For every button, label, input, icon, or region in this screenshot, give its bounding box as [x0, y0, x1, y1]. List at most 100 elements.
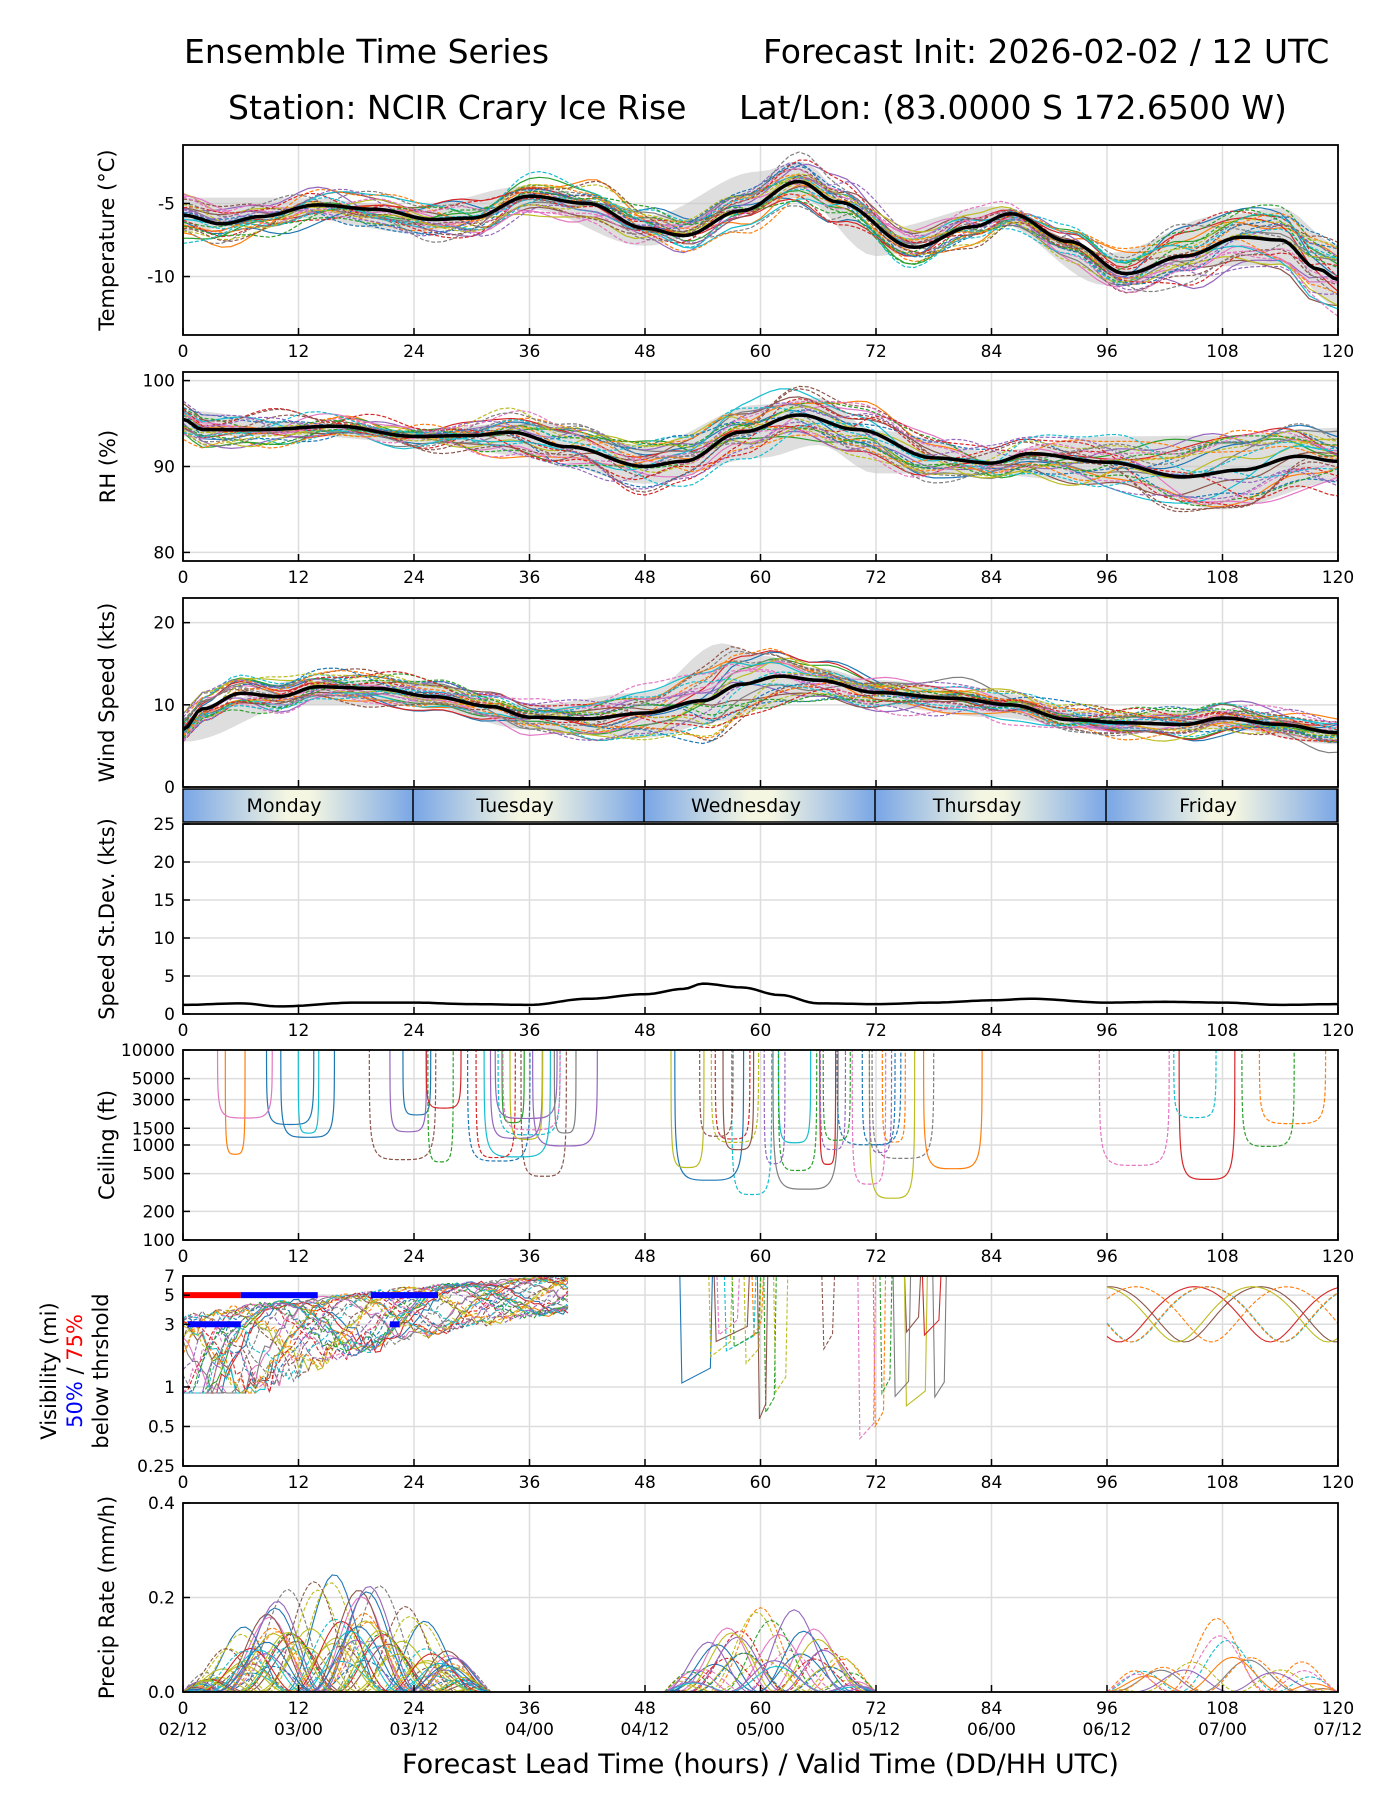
sd-ytick-label: 5: [164, 967, 175, 987]
wind-member-line: [183, 651, 1338, 742]
ceil-ytick-label: 5000: [132, 1070, 175, 1090]
wind-member-line: [183, 667, 1338, 745]
wind-member-line: [183, 675, 1338, 741]
valid-time-label: 04/12: [621, 1720, 670, 1740]
ceiling-member-line: [819, 1050, 847, 1151]
temp-member-line: [183, 189, 1338, 295]
visibility-member-line: [183, 1278, 569, 1395]
vis-xtick-label: 72: [865, 1473, 887, 1493]
visibility-member-line: [183, 1276, 569, 1394]
precip-ytick-label: 0.0: [148, 1683, 175, 1703]
ceiling-member-line: [868, 1050, 893, 1154]
wind-member-line: [183, 678, 1338, 734]
visibility-axis-label: Visibility (mi): [37, 1302, 61, 1439]
wind-ytick-label: 10: [153, 696, 175, 716]
visibility-member-line: [679, 1276, 713, 1384]
vis-xtick-label: 0: [178, 1473, 189, 1493]
visibility-member-line: [1107, 1286, 1338, 1343]
panel-rh: 80 90 100 0 12 24 36 48 60 72 84 96 108 120 RH (%): [96, 371, 1354, 588]
day-label-monday: Monday: [247, 795, 322, 817]
rh-member-line: [183, 411, 1338, 488]
sd-xtick-label: 84: [981, 1021, 1003, 1041]
wind-plot-area: [183, 643, 1338, 754]
temp-ensemble-mean-line: [183, 179, 1338, 282]
temp-member-line: [183, 168, 1338, 294]
visibility-member-line: [713, 1276, 750, 1343]
precip-member-line: [663, 1606, 877, 1692]
day-bar-frame: [182, 788, 1339, 823]
precip-member-line: [183, 1582, 492, 1692]
ceil-xtick-label: 96: [1096, 1247, 1118, 1267]
valid-time-label: 06/12: [1083, 1720, 1132, 1740]
ceil-xtick-label: 72: [865, 1247, 887, 1267]
valid-time-label: 07/00: [1198, 1720, 1247, 1740]
temp-xtick-label: 0: [178, 342, 189, 362]
valid-time-label: 02/12: [159, 1720, 208, 1740]
precip-member-line: [183, 1659, 492, 1692]
ceiling-member-line: [467, 1050, 531, 1162]
ceiling-member-line: [501, 1050, 525, 1124]
ceiling-member-line: [475, 1050, 516, 1159]
precip-member-line: [664, 1657, 876, 1692]
visibility-member-line: [183, 1277, 569, 1378]
vis-ytick-label: 7: [164, 1267, 175, 1287]
figure-title: Ensemble Time Series: [184, 32, 550, 71]
ceiling-member-line: [483, 1050, 551, 1158]
vis-xtick-label: 48: [634, 1473, 656, 1493]
rh-member-line: [183, 400, 1338, 508]
precip-member-line: [1106, 1635, 1338, 1692]
visibility-member-line: [183, 1280, 569, 1394]
sd-plot-area: [183, 982, 1338, 1008]
temp-member-line: [183, 174, 1338, 280]
vis-ytick-label: 5: [164, 1286, 175, 1306]
precip-ytick-label: 0.2: [148, 1589, 175, 1609]
visibility-member-line: [183, 1276, 569, 1381]
wind-member-line: [183, 660, 1338, 743]
panel-wind: 0 10 20 Wind Speed (kts): [95, 597, 1339, 798]
valid-time-label: 05/00: [736, 1720, 785, 1740]
precip-member-line: [664, 1659, 877, 1692]
sd-xtick-label: 120: [1322, 1021, 1354, 1041]
ceiling-member-line: [297, 1050, 320, 1134]
precip-ytick-label: 0.4: [148, 1494, 175, 1514]
ceil-xtick-label: 84: [981, 1247, 1003, 1267]
precip-xtick-label: 0: [178, 1699, 189, 1719]
sd-xtick-label: 96: [1096, 1021, 1118, 1041]
panel-vis: 0.25 0.5 1 3 57 0 12 24 36 48 60 72 84 96 108 120 Visibi…: [37, 1267, 1354, 1493]
temp-member-line: [183, 174, 1338, 262]
temp-xtick-label: 12: [288, 342, 310, 362]
sd-ytick-label: 0: [164, 1005, 175, 1025]
visibility-member-line: [723, 1276, 757, 1352]
ceiling-member-line: [427, 1050, 454, 1163]
vis-xtick-label: 96: [1096, 1473, 1118, 1493]
wind-member-line: [183, 672, 1338, 741]
ceil-ytick-label: 200: [143, 1202, 175, 1222]
ceiling-member-line: [494, 1050, 558, 1120]
precip-xtick-label: 96: [1096, 1699, 1118, 1719]
precip-member-line: [183, 1589, 492, 1692]
rh-member-line: [183, 400, 1338, 500]
x-axis-bottom: 02/12 03/00 03/12 04/00 04/12 05/00 05/12 06/00…: [159, 1720, 1363, 1780]
ceil-ytick-label: 100: [143, 1231, 175, 1251]
temp-member-line: [183, 177, 1338, 288]
ceiling-member-line: [1098, 1050, 1170, 1166]
precip-xtick-label: 108: [1206, 1699, 1238, 1719]
ceil-ytick-label: 3000: [132, 1091, 175, 1111]
ceil-axis-label: Ceiling (ft): [95, 1090, 119, 1200]
station-name: Station: NCIR Crary Ice Rise: [228, 88, 687, 127]
valid-time-label: 06/00: [967, 1720, 1016, 1740]
vis-xtick-label: 36: [519, 1473, 541, 1493]
visibility-member-line: [751, 1276, 764, 1337]
rh-xtick-label: 72: [865, 568, 887, 588]
ceil-plot-area: [216, 1050, 1327, 1199]
day-segment: [183, 789, 414, 822]
ceiling-member-line: [553, 1050, 577, 1134]
precip-member-line: [664, 1652, 877, 1692]
visibility-member-line: [1106, 1286, 1338, 1343]
vis-xtick-label: 84: [981, 1473, 1003, 1493]
rh-member-line: [183, 413, 1338, 482]
ceiling-member-line: [368, 1050, 437, 1161]
